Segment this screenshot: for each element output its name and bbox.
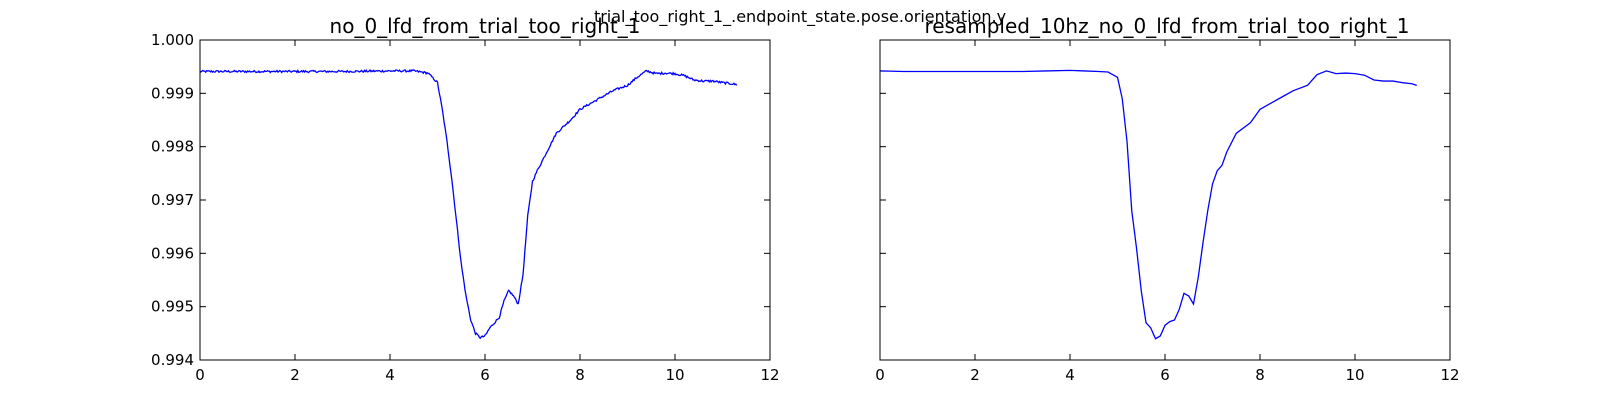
x-tick-label: 6 bbox=[1160, 366, 1170, 384]
x-tick-label: 0 bbox=[875, 366, 885, 384]
chart-right: 0 2 4 6 8 10 12 resampled_10hz_no_0_lfd_from_tr… bbox=[875, 14, 1459, 384]
x-tick-label: 10 bbox=[665, 366, 684, 384]
chart-left-series-line bbox=[199, 68, 738, 340]
x-tick-label: 12 bbox=[760, 366, 779, 384]
y-tick-label: 1.000 bbox=[151, 31, 194, 49]
x-tick-label: 12 bbox=[1440, 366, 1459, 384]
x-tick-label: 0 bbox=[195, 366, 205, 384]
x-tick-label: 8 bbox=[575, 366, 585, 384]
chart-right-axes-frame bbox=[879, 39, 1451, 361]
y-tick-label: 0.998 bbox=[151, 138, 194, 156]
y-tick-label: 0.994 bbox=[151, 351, 194, 369]
x-tick-label: 8 bbox=[1255, 366, 1265, 384]
x-tick-label: 10 bbox=[1345, 366, 1364, 384]
figure-suptitle: trial_too_right_1_.endpoint_state.pose.o… bbox=[594, 7, 1006, 27]
y-tick-label: 0.997 bbox=[151, 191, 194, 209]
y-tick-label: 0.996 bbox=[151, 244, 194, 262]
chart-right-title: resampled_10hz_no_0_lfd_from_trial_too_r… bbox=[924, 14, 1409, 38]
chart-left: 0 2 4 6 8 10 12 0.994 0.995 0.996 0.997 0.998 0.999 1… bbox=[151, 14, 780, 384]
y-tick-label: 0.999 bbox=[151, 84, 194, 102]
x-tick-label: 2 bbox=[290, 366, 300, 384]
x-tick-label: 4 bbox=[385, 366, 395, 384]
x-tick-label: 2 bbox=[970, 366, 980, 384]
chart-right-series-line bbox=[879, 69, 1417, 340]
y-tick-label: 0.995 bbox=[151, 298, 194, 316]
x-tick-label: 6 bbox=[480, 366, 490, 384]
chart-left-axes-frame bbox=[199, 39, 771, 361]
chart-left-title: no_0_lfd_from_trial_too_right_1 bbox=[330, 14, 641, 38]
x-tick-label: 4 bbox=[1065, 366, 1075, 384]
